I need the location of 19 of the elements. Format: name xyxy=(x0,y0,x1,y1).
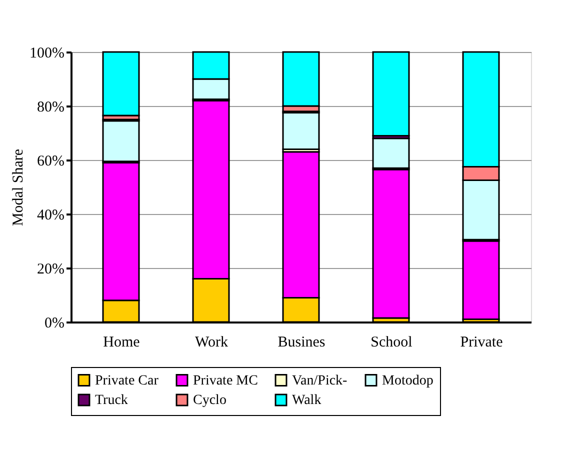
legend-label: Motodop xyxy=(382,373,434,388)
y-tick-label: 20% xyxy=(37,262,64,278)
y-tick-label: 100% xyxy=(30,46,64,62)
y-tick-label: 60% xyxy=(37,154,64,170)
legend-label: Private Car xyxy=(95,373,159,388)
legend-label: Walk xyxy=(292,393,322,408)
x-tick-label: Home xyxy=(103,334,140,350)
legend-label: Truck xyxy=(95,393,128,408)
y-tick-label: 80% xyxy=(37,100,64,116)
legend-label: Cyclo xyxy=(193,393,226,408)
x-tick-label: Busines xyxy=(278,334,326,350)
y-tick-label: 0% xyxy=(44,316,64,332)
legend-label: Van/Pick- xyxy=(292,373,348,388)
y-axis-title: Modal Share xyxy=(10,148,27,226)
legend-label: Private MC xyxy=(193,373,258,388)
x-tick-label: Work xyxy=(195,334,228,350)
x-tick-label: Private xyxy=(460,334,504,350)
x-tick-label: School xyxy=(370,334,412,350)
y-tick-label: 40% xyxy=(37,208,64,224)
